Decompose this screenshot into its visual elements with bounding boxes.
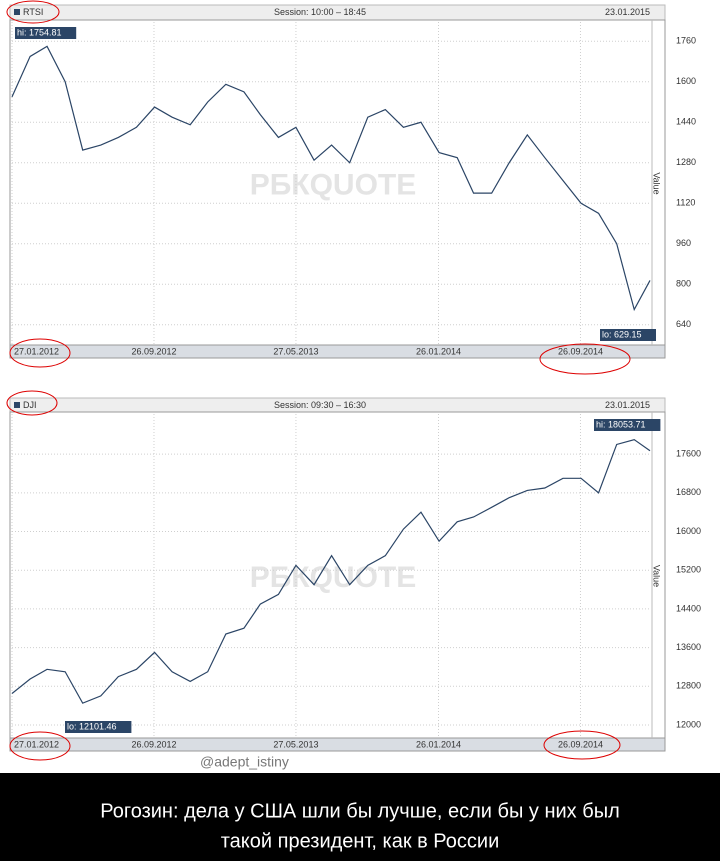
- watermark: РБКQUOTE: [250, 168, 417, 201]
- x-tick-label: 27.01.2012: [14, 739, 59, 749]
- y-tick-label: 1440: [676, 117, 696, 127]
- y-axis-label: Value: [652, 565, 662, 587]
- y-axis-label: Value: [652, 172, 662, 194]
- highlight: [6, 390, 58, 416]
- annotation-box: [600, 329, 656, 341]
- caption-line: Рогозин: дела у США шли бы лучше, если б…: [100, 800, 619, 822]
- x-tick-label: 26.09.2014: [558, 346, 603, 356]
- date: 23.01.2015: [605, 7, 650, 17]
- highlight: [543, 730, 621, 760]
- watermark: РБКQUOTE: [250, 561, 417, 594]
- legend-label: DJI: [23, 400, 37, 410]
- highlight: [6, 0, 60, 24]
- legend-swatch: [14, 9, 20, 15]
- y-tick-label: 800: [676, 279, 691, 289]
- plot-frame: [9, 411, 666, 752]
- chart: Session: 10:00 – 18:45 23.01.2015 РБКQUOTE…: [9, 4, 696, 359]
- y-tick-label: 12800: [676, 681, 701, 691]
- price-line: [11, 438, 651, 704]
- y-tick-label: 640: [676, 319, 691, 329]
- legend-swatch: [14, 402, 20, 408]
- y-tick-label: 1280: [676, 157, 696, 167]
- x-tick-label: 27.05.2013: [273, 346, 318, 356]
- x-tick-label: 26.01.2014: [416, 739, 461, 749]
- x-tick-label: 27.01.2012: [14, 346, 59, 356]
- annotation: hi: 18053.71: [596, 419, 646, 429]
- session: Session: 09:30 – 16:30: [274, 400, 366, 410]
- y-tick-label: 1600: [676, 76, 696, 86]
- y-tick-label: 16000: [676, 526, 701, 536]
- highlight: [539, 343, 631, 375]
- y-tick-label: 12000: [676, 719, 701, 729]
- y-tick-label: 960: [676, 238, 691, 248]
- date: 23.01.2015: [605, 400, 650, 410]
- caption-band: [0, 773, 720, 861]
- y-tick-label: 13600: [676, 642, 701, 652]
- annotation-box: [15, 27, 77, 39]
- chart: Session: 09:30 – 16:30 23.01.2015 РБКQUOTE…: [9, 397, 701, 752]
- annotation: lo: 12101.46: [67, 721, 117, 731]
- session: Session: 10:00 – 18:45: [274, 7, 366, 17]
- price-line: [11, 45, 651, 312]
- plot-frame: [9, 19, 666, 359]
- y-tick-label: 1120: [676, 198, 695, 208]
- x-tick-label: 26.09.2014: [558, 739, 603, 749]
- y-tick-label: 16800: [676, 487, 701, 497]
- charts: Session: 10:00 – 18:45 23.01.2015 РБКQUOTE…: [9, 4, 701, 752]
- annotation-box: [594, 419, 661, 431]
- y-tick-label: 17600: [676, 449, 701, 459]
- x-tick-label: 26.09.2012: [131, 346, 176, 356]
- x-tick-label: 26.01.2014: [416, 346, 461, 356]
- highlights: [6, 0, 631, 761]
- highlight: [9, 731, 71, 761]
- handle: @adept_istiny: [200, 754, 289, 770]
- y-tick-label: 1760: [676, 36, 696, 46]
- y-tick-label: 14400: [676, 603, 701, 613]
- annotation: lo: 629.15: [602, 329, 642, 339]
- caption-line: такой президент, как в России: [221, 830, 500, 852]
- x-tick-label: 27.05.2013: [273, 739, 318, 749]
- highlight: [9, 338, 71, 368]
- annotation-box: [65, 721, 132, 733]
- y-tick-label: 15200: [676, 565, 701, 575]
- legend-label: RTSI: [23, 7, 43, 17]
- annotation: hi: 1754.81: [17, 27, 62, 37]
- x-tick-label: 26.09.2012: [131, 739, 176, 749]
